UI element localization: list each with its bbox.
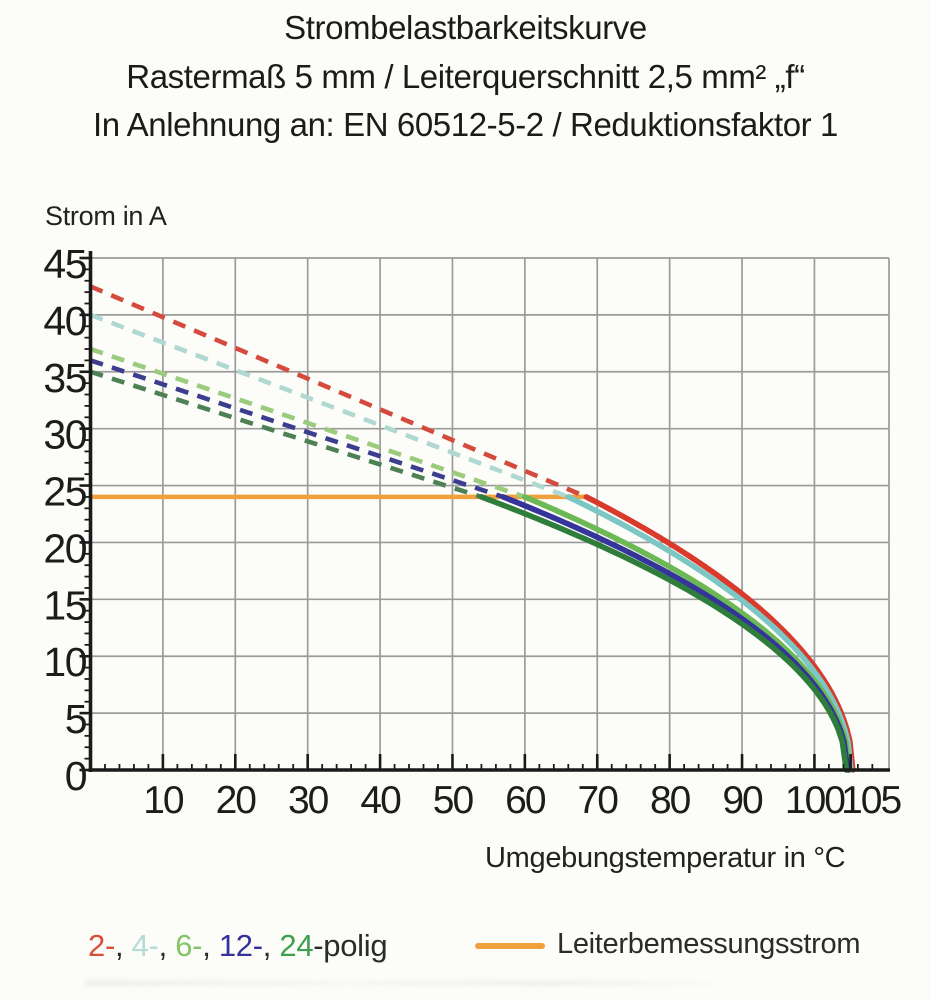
x-tick-label: 90 <box>722 779 763 822</box>
x-axis-title: Umgebungstemperatur in °C <box>485 842 846 874</box>
legend-series-segment: -polig <box>313 928 388 963</box>
y-tick-label: 45 <box>43 241 86 287</box>
solid-curve-12-polig <box>500 494 851 773</box>
legend-series-segment: 2- <box>88 928 115 963</box>
legend-series-segment: 6- <box>175 928 203 963</box>
y-axis-title: Strom in A <box>45 201 167 231</box>
dashed-curve-2-polig <box>89 284 588 500</box>
scan-artifact <box>85 980 745 986</box>
solid-curve-4-polig <box>565 494 854 773</box>
dashed-curve-6-polig <box>89 346 526 500</box>
y-tick-label: 20 <box>43 525 86 571</box>
y-tick-label: 5 <box>65 696 87 742</box>
x-tick-label: 10 <box>143 779 184 822</box>
y-tick-label: 0 <box>65 753 87 799</box>
x-tick-label: 50 <box>433 779 474 822</box>
legend-series-segment: 24 <box>279 928 314 963</box>
chart-title-block: Strombelastbarkeitskurve Rastermaß 5 mm … <box>0 4 931 150</box>
y-tick-label: 40 <box>43 298 86 344</box>
legend-series-segment: , <box>114 928 132 963</box>
x-tick-label: 100 <box>785 779 845 822</box>
x-tick-label: 30 <box>288 779 329 822</box>
x-tick-label: 80 <box>650 779 691 822</box>
y-tick-label: 30 <box>43 412 86 458</box>
legend-series-segment: , <box>262 928 280 963</box>
dashed-curve-4-polig <box>89 312 570 500</box>
solid-curve-6-polig <box>522 494 852 773</box>
legend-series-segment: 4- <box>131 928 159 963</box>
legend-series-segment: 12- <box>218 928 263 963</box>
x-tick-label: 20 <box>216 779 257 822</box>
dashed-curve-24-polig <box>89 369 483 500</box>
chart-title: Strombelastbarkeitskurve <box>284 9 647 46</box>
legend-series-labels: 2-, 4-, 6-, 12-, 24-polig <box>88 928 388 964</box>
legend-rated-current: Leiterbemessungsstrom <box>475 928 860 961</box>
x-tick-label: 40 <box>360 779 401 822</box>
x-tick-label: 105 <box>841 779 901 822</box>
solid-curve-24-polig <box>478 494 850 773</box>
rated-current-label: Leiterbemessungsstrom <box>557 928 861 960</box>
y-tick-label: 25 <box>43 469 86 515</box>
x-tick-label: 60 <box>505 779 546 822</box>
y-tick-label: 15 <box>43 582 86 628</box>
dashed-curve-12-polig <box>89 358 504 500</box>
y-tick-label: 10 <box>43 639 86 685</box>
rated-current-line-swatch <box>475 942 545 949</box>
chart-subtitle: Rastermaß 5 mm / Leiterquerschnitt 2,5 m… <box>126 57 805 95</box>
x-tick-label: 70 <box>578 779 619 822</box>
chart-standard-note: In Anlehnung an: EN 60512-5-2 / Reduktio… <box>92 106 838 143</box>
legend-series-segment: , <box>158 928 176 963</box>
solid-curve-2-polig <box>583 494 856 773</box>
y-tick-label: 35 <box>43 355 86 401</box>
legend-series-segment: , <box>202 928 219 963</box>
